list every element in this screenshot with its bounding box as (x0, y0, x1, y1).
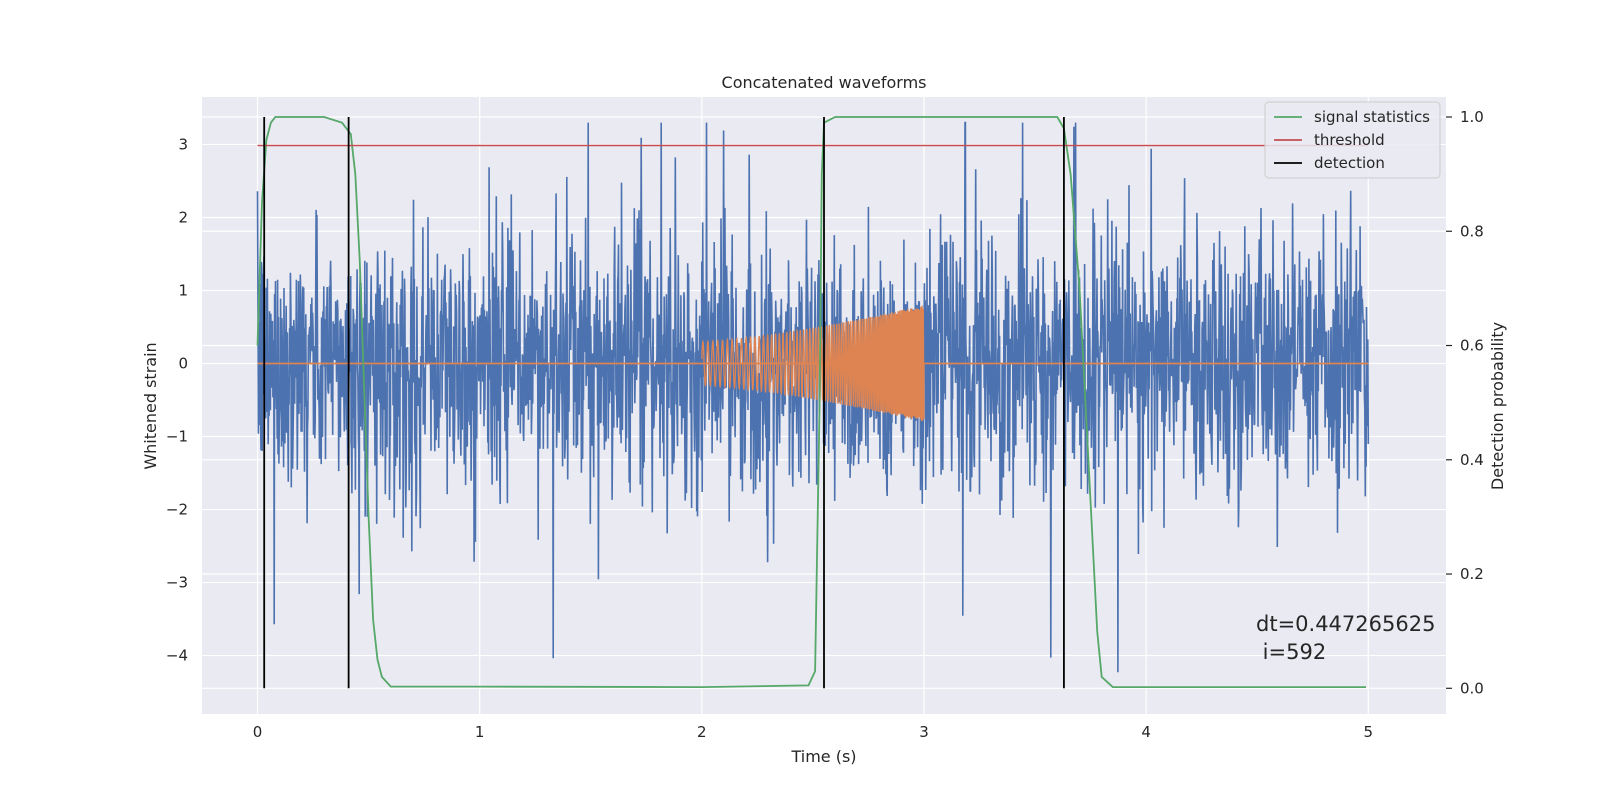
legend-box (1264, 101, 1441, 179)
legend-label-signal-statistics: signal statistics (1314, 108, 1430, 126)
y2-tick-label: 0.8 (1460, 222, 1484, 240)
x-axis-label: Time (s) (790, 747, 856, 766)
x-tick-label: 3 (919, 723, 929, 741)
annotation-i: i=592 (1256, 640, 1326, 664)
y-tick-label: 2 (178, 208, 188, 226)
y-tick-label: −4 (166, 647, 188, 665)
y2-tick-label: 0.2 (1460, 565, 1484, 583)
y2-axis-label: Detection probability (1488, 322, 1507, 490)
strain-series (256, 121, 1370, 673)
y-tick-label: −2 (166, 501, 188, 519)
y-ticks: −4 −3 −2 −1 0 1 2 3 (166, 135, 188, 664)
x-tick-label: 2 (697, 723, 707, 741)
x-tick-label: 5 (1363, 723, 1373, 741)
y-axis-label: Whitened strain (141, 342, 160, 469)
legend: signal statistics threshold detection (1264, 101, 1441, 179)
x-tick-label: 4 (1141, 723, 1151, 741)
signal-statistics-series (256, 116, 1366, 689)
legend-label-detection: detection (1314, 154, 1385, 172)
y2-tick-label: 0.6 (1460, 337, 1484, 355)
y-tick-label: −3 (166, 574, 188, 592)
annotation-dt: dt=0.447265625 (1256, 612, 1435, 636)
y2-tick-label: 1.0 (1460, 108, 1484, 126)
detection-series (263, 116, 1065, 689)
y-tick-label: −1 (166, 428, 188, 446)
template-chirp-series (701, 305, 925, 422)
x-ticks: 0 1 2 3 4 5 (253, 723, 1373, 741)
legend-label-threshold: threshold (1314, 131, 1385, 149)
chart-title: Concatenated waveforms (722, 73, 927, 92)
y-tick-label: 0 (178, 355, 188, 373)
y-tick-label: 3 (178, 135, 188, 153)
y2-tick-label: 0.4 (1460, 451, 1484, 469)
x-tick-label: 0 (253, 723, 263, 741)
y2-ticks: 0.0 0.2 0.4 0.6 0.8 1.0 (1446, 108, 1484, 697)
y2-tick-label: 0.0 (1460, 679, 1484, 697)
y-tick-label: 1 (178, 281, 188, 299)
x-tick-label: 1 (475, 723, 485, 741)
